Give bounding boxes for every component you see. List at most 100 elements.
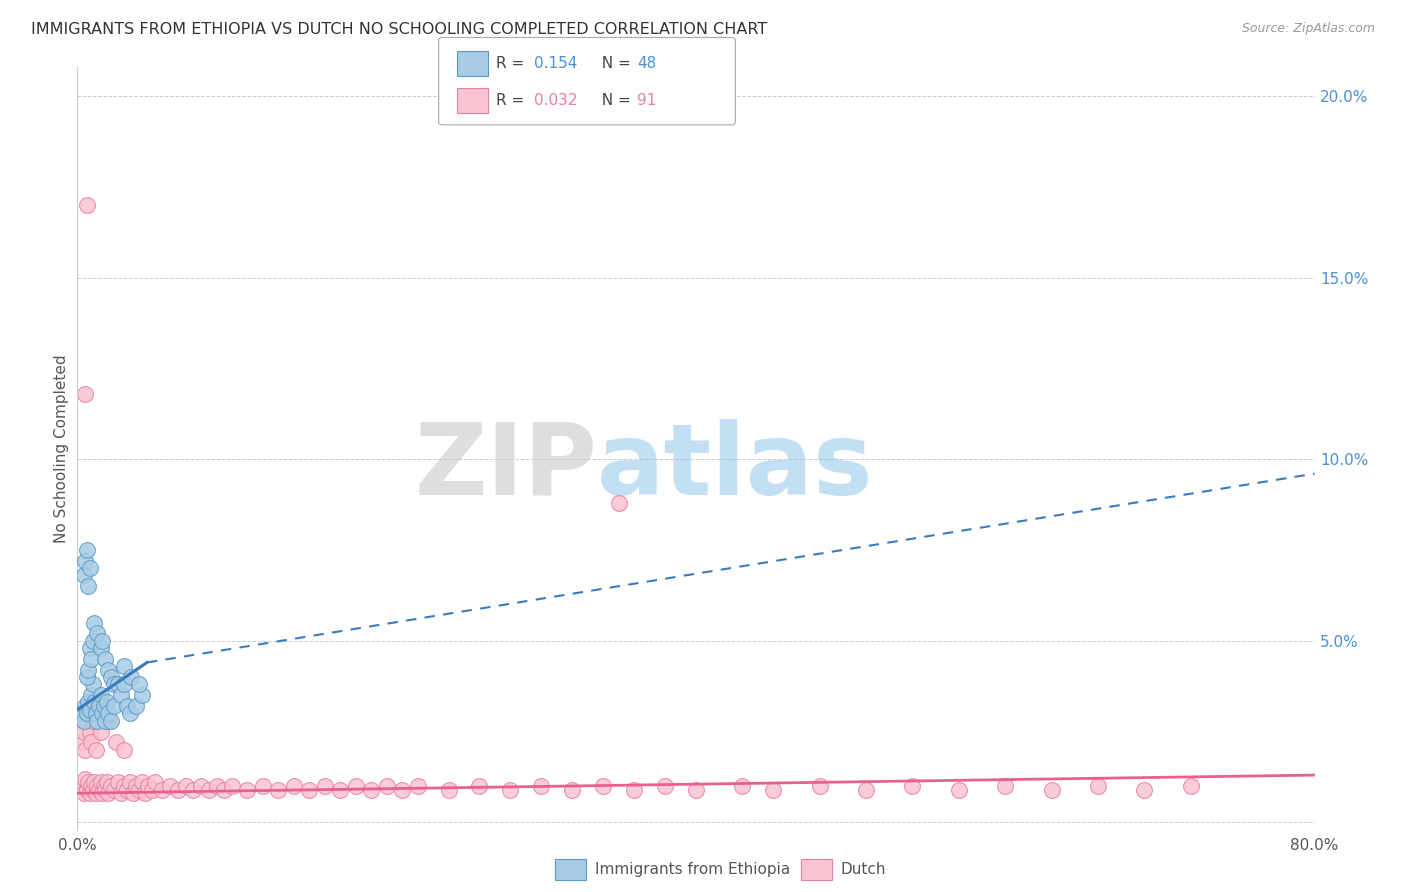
Point (115, 782, 138, 797)
Y-axis label: No Schooling Completed: No Schooling Completed (53, 354, 69, 542)
Point (468, 779, 491, 793)
Point (131, 775, 153, 789)
Point (214, 782, 236, 797)
Point (79, 724, 101, 739)
Point (607, 496, 630, 510)
Point (499, 782, 522, 797)
Point (93, 699, 115, 714)
Point (1133, 782, 1156, 797)
Point (731, 779, 754, 793)
Point (110, 688, 132, 702)
Point (103, 782, 125, 797)
Point (252, 779, 274, 793)
Point (131, 688, 153, 702)
Point (83, 695, 105, 709)
Point (76, 706, 98, 721)
Point (360, 782, 382, 797)
Point (100, 714, 122, 728)
Point (152, 782, 174, 797)
Point (96, 775, 118, 789)
Text: R =: R = (496, 56, 530, 70)
Point (76, 782, 98, 797)
Point (623, 782, 645, 797)
Point (90, 724, 111, 739)
Point (948, 782, 970, 797)
Point (84, 706, 107, 721)
Point (94, 714, 117, 728)
Point (80, 779, 103, 793)
Point (70, 735, 93, 749)
Text: IMMIGRANTS FROM ETHIOPIA VS DUTCH NO SCHOOLING COMPLETED CORRELATION CHART: IMMIGRANTS FROM ETHIOPIA VS DUTCH NO SCH… (31, 22, 768, 37)
Point (141, 782, 163, 797)
Point (87, 782, 110, 797)
Point (77, 579, 100, 593)
Point (138, 779, 160, 793)
Point (80, 688, 103, 702)
Point (75, 742, 96, 756)
Point (762, 782, 785, 797)
Point (83, 615, 105, 630)
Point (115, 699, 138, 714)
Point (72, 568, 94, 582)
Text: N =: N = (592, 56, 636, 70)
Point (128, 677, 150, 691)
Point (91, 786, 114, 800)
Point (134, 786, 156, 800)
Point (75, 699, 96, 714)
Point (79, 561, 101, 575)
Point (90, 640, 111, 655)
Point (205, 779, 228, 793)
Point (97, 714, 120, 728)
Point (107, 677, 129, 691)
Point (82, 782, 104, 797)
Point (77, 775, 100, 789)
Point (112, 742, 135, 756)
Point (94, 652, 117, 666)
Point (654, 779, 676, 793)
Point (86, 626, 108, 640)
Point (72, 786, 94, 800)
Point (97, 663, 120, 677)
Point (375, 779, 398, 793)
Point (82, 633, 104, 648)
Point (76, 198, 98, 212)
Point (86, 779, 108, 793)
Text: 0.032: 0.032 (534, 94, 578, 108)
Point (167, 782, 190, 797)
Point (90, 688, 111, 702)
Text: N =: N = (592, 94, 636, 108)
Point (72, 724, 94, 739)
Point (77, 695, 100, 709)
Point (159, 779, 181, 793)
Point (592, 779, 614, 793)
Point (221, 779, 243, 793)
Point (236, 782, 259, 797)
Point (75, 554, 96, 568)
Text: atlas: atlas (598, 419, 873, 516)
Point (994, 779, 1017, 793)
Point (79, 786, 101, 800)
Point (118, 706, 141, 721)
Point (808, 779, 831, 793)
Point (437, 782, 460, 797)
Point (112, 659, 135, 673)
Point (96, 695, 118, 709)
Point (103, 699, 125, 714)
Point (1180, 779, 1202, 793)
Point (125, 699, 148, 714)
Point (94, 782, 117, 797)
Point (406, 779, 429, 793)
Point (76, 714, 98, 728)
Point (103, 677, 125, 691)
Text: Immigrants from Ethiopia: Immigrants from Ethiopia (595, 863, 790, 877)
Point (121, 670, 143, 684)
Point (79, 640, 101, 655)
Text: 48: 48 (637, 56, 657, 70)
Point (90, 775, 111, 789)
Point (190, 779, 212, 793)
Point (77, 663, 100, 677)
Point (77, 706, 100, 721)
Point (267, 782, 290, 797)
Point (685, 782, 707, 797)
Point (75, 772, 96, 786)
